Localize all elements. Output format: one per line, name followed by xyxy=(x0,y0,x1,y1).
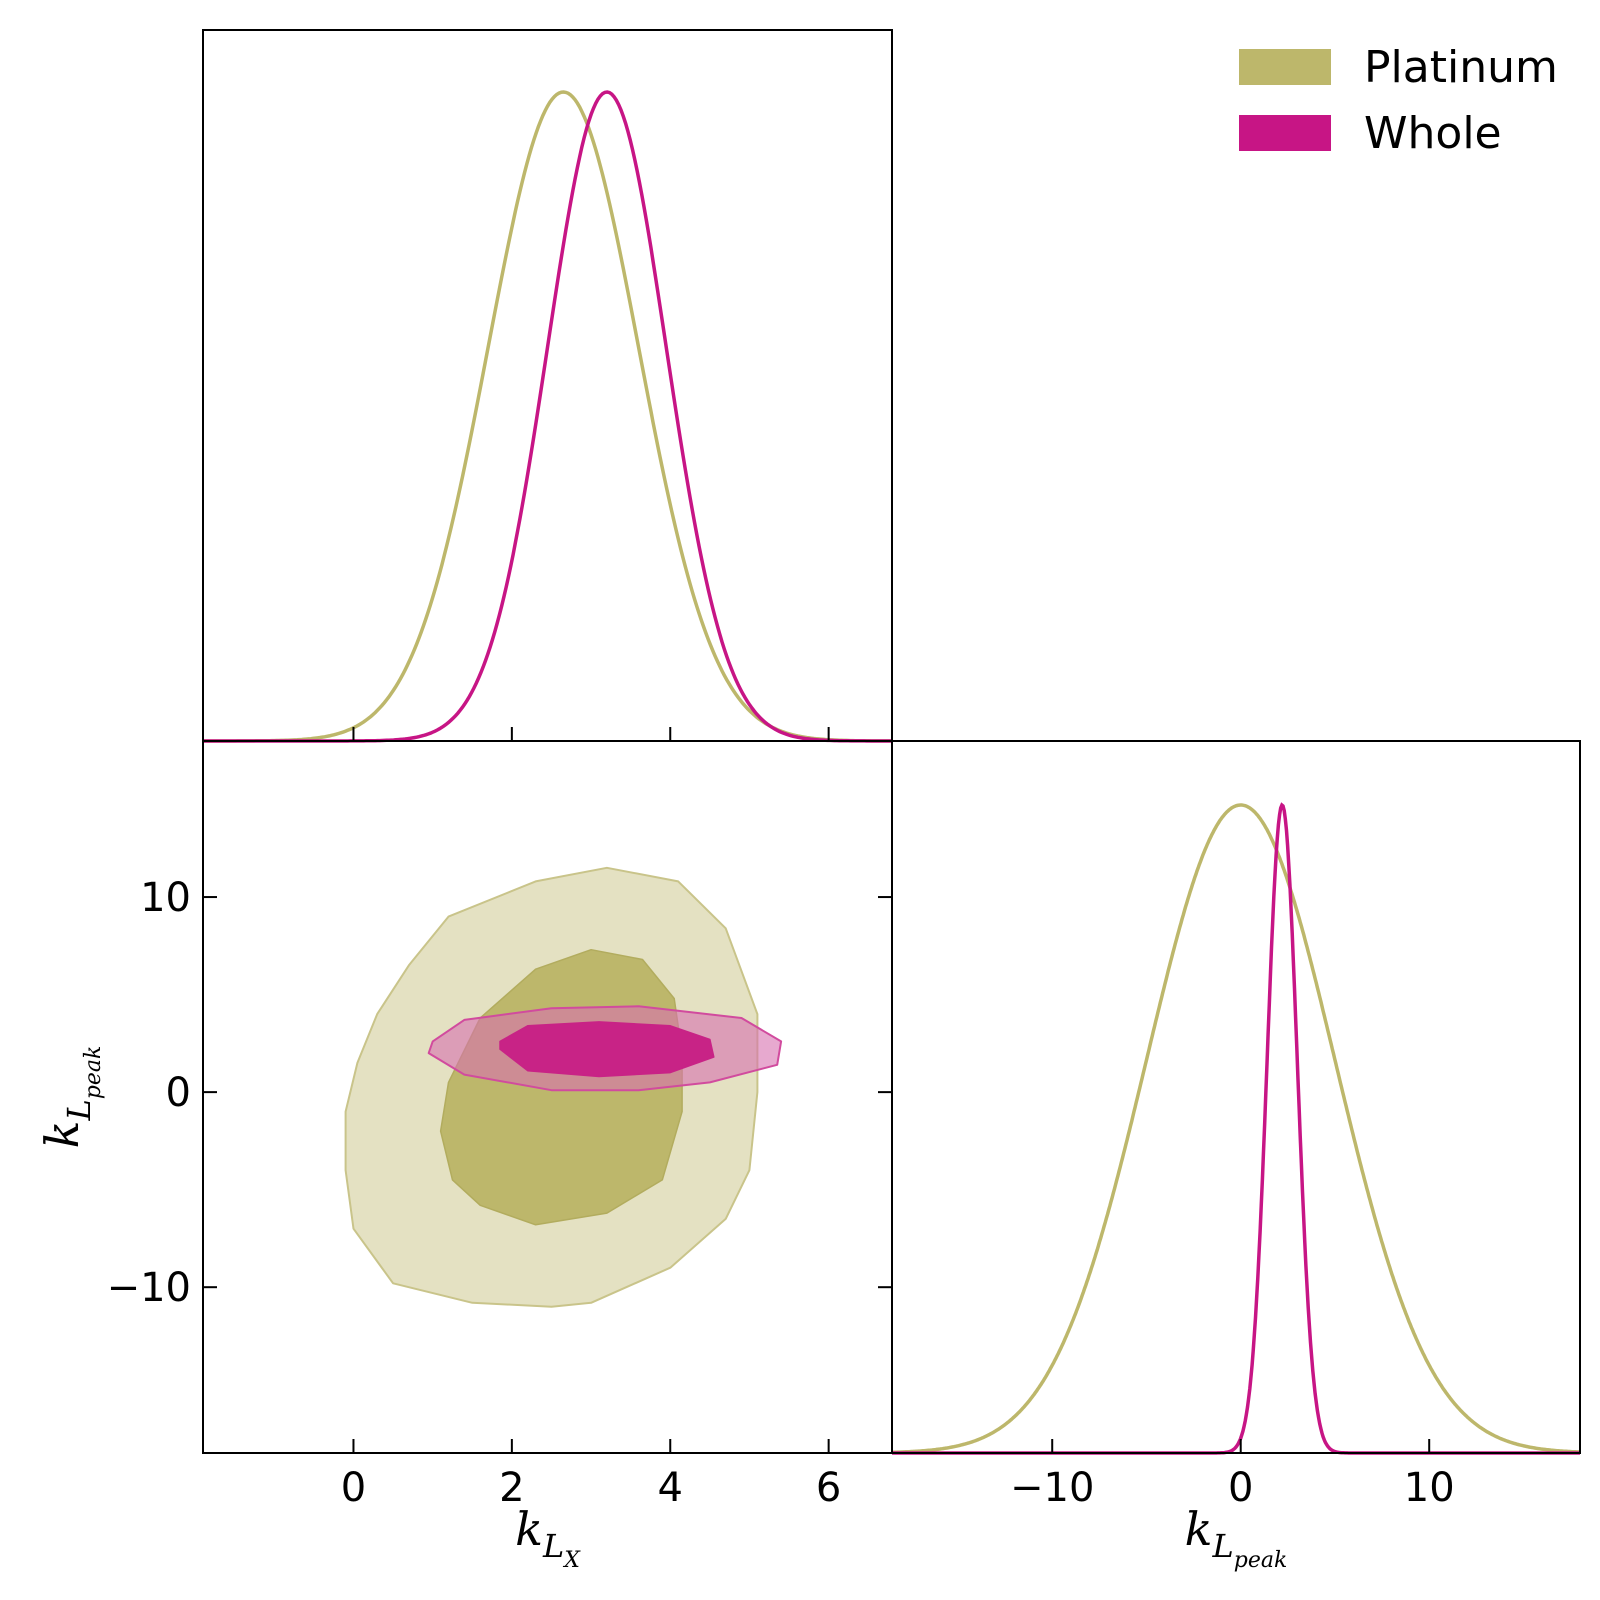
axis-labels: kLX kLpeak kLpeak xyxy=(35,1046,1287,1573)
tick-label-klpeak-y: −10 xyxy=(107,1265,191,1311)
legend-swatch-platinum xyxy=(1239,49,1331,85)
legend-swatch-whole xyxy=(1239,115,1331,151)
legend: Platinum Whole xyxy=(1239,42,1558,159)
frame-bottom-right xyxy=(891,740,1581,1454)
xlabel-klpeak: kLpeak xyxy=(1185,1502,1288,1573)
ylabel-klpeak: kLpeak xyxy=(35,1046,106,1149)
whole-contour-68 xyxy=(499,1021,715,1078)
tick-label-klpeak-x: −10 xyxy=(1010,1465,1094,1511)
legend-label-whole: Whole xyxy=(1364,108,1502,159)
tick-label-klpeak-y: 10 xyxy=(140,875,191,921)
marginal-klpeak-panel: −10 0 10 xyxy=(891,740,1581,1511)
tick-label-klx: 0 xyxy=(341,1465,366,1511)
tick-label-klpeak-x: 10 xyxy=(1404,1465,1455,1511)
legend-label-platinum: Platinum xyxy=(1364,42,1558,93)
xlabel-klx: kLX xyxy=(515,1502,581,1573)
joint-klx-klpeak-panel: 0 2 4 6 −10 0 10 xyxy=(107,740,893,1511)
tick-label-klpeak-y: 0 xyxy=(166,1070,191,1116)
tick-label-klx: 2 xyxy=(499,1465,524,1511)
tick-label-klx: 4 xyxy=(658,1465,683,1511)
platinum-marginal-klpeak-line xyxy=(892,803,1580,1455)
tick-label-klx: 6 xyxy=(816,1465,841,1511)
tick-label-klpeak-x: 0 xyxy=(1228,1465,1253,1511)
